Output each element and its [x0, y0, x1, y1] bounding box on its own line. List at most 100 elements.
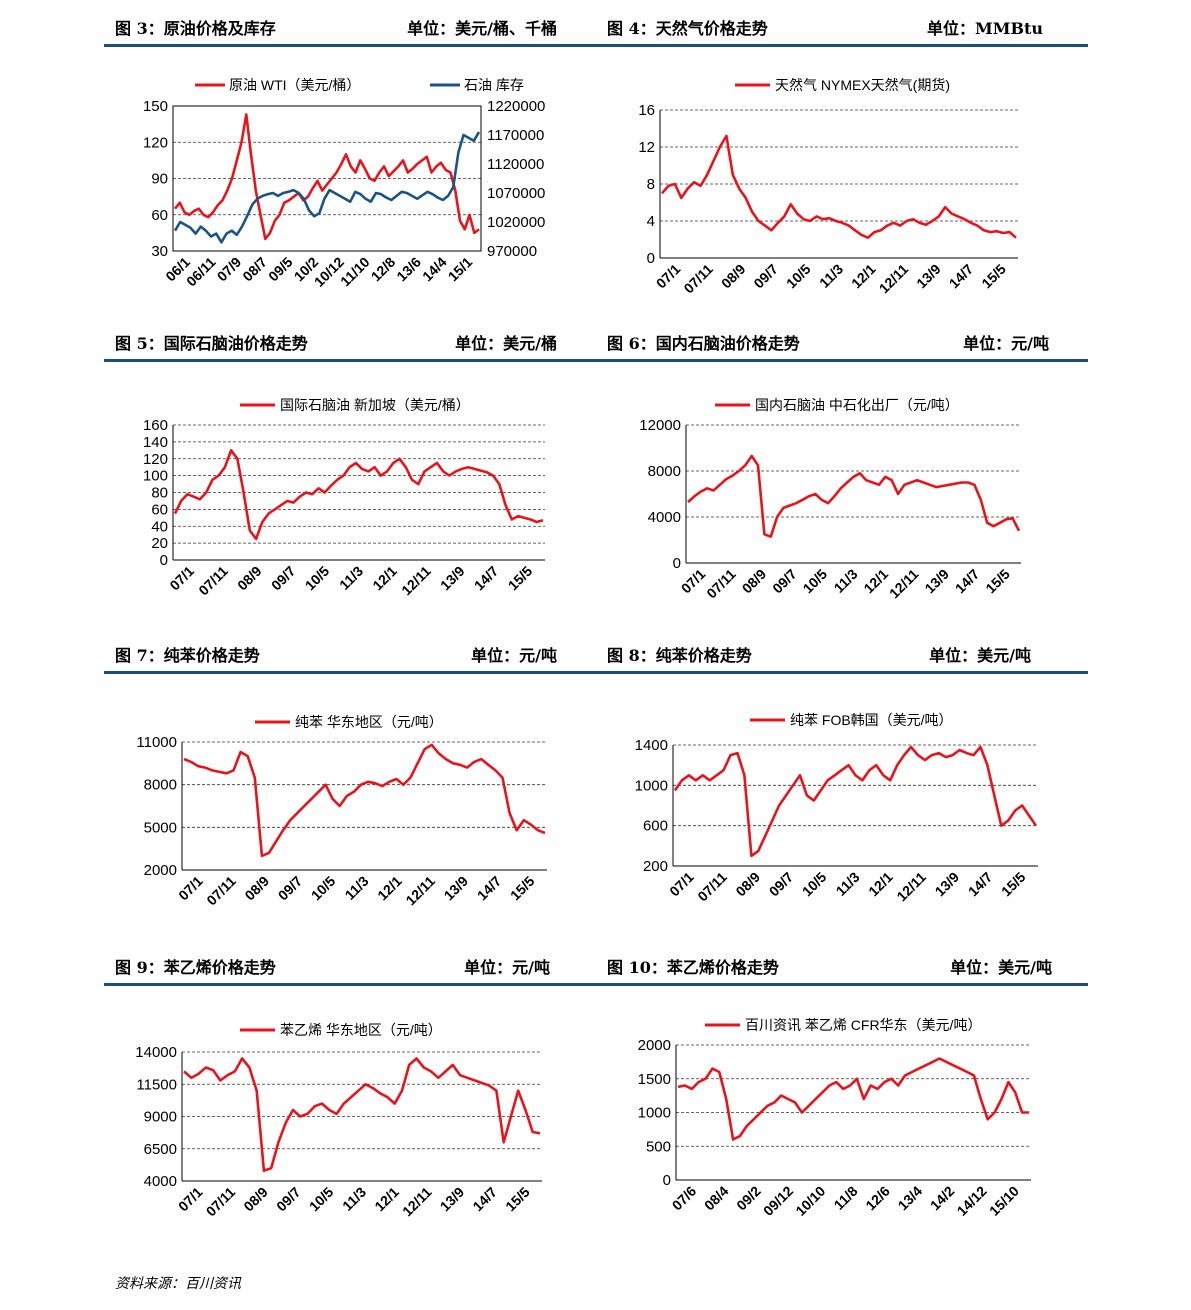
x-tick-label: 15/5	[998, 869, 1029, 900]
x-tick-label: 07/1	[653, 261, 684, 292]
rule-row4	[104, 983, 1088, 986]
x-tick-label: 15/10	[986, 1183, 1022, 1219]
y2-tick-label: 1170000	[487, 127, 544, 144]
x-tick-label: 13/9	[932, 869, 963, 900]
x-tick-label: 07/11	[203, 873, 239, 909]
y-tick-label: 60	[151, 501, 168, 518]
fig6-unit: 单位：元/吨	[963, 334, 1049, 353]
x-tick-label: 12/11	[402, 873, 438, 909]
y-tick-label: 160	[143, 417, 168, 434]
rule-row2	[104, 359, 1088, 362]
x-tick-label: 11/8	[831, 1183, 861, 1213]
x-tick-label: 07/1	[166, 563, 197, 594]
caption-fig3: 图 3：原油价格及库存 单位：美元/桶、千桶	[115, 16, 557, 42]
x-tick-label: 11/3	[833, 869, 863, 899]
x-tick-label: 13/9	[441, 873, 472, 904]
x-tick-label: 12/1	[371, 1184, 402, 1215]
y-tick-label: 16	[638, 102, 655, 119]
legend-label: 百川资讯 苯乙烯 CFR华东（美元/吨）	[745, 1017, 981, 1033]
fig7-unit: 单位：元/吨	[471, 646, 557, 665]
y-tick-label: 500	[646, 1138, 671, 1155]
x-tick-label: 07/11	[694, 869, 730, 905]
x-tick-label: 10/5	[800, 566, 831, 597]
fig4-title: 图 4：天然气价格走势	[607, 19, 768, 38]
x-tick-label: 11/3	[816, 261, 846, 291]
y-tick-label: 600	[643, 818, 668, 835]
x-tick-label: 14/4	[419, 254, 450, 285]
y-tick-label: 30	[151, 243, 168, 260]
y-tick-label: 40	[151, 518, 168, 535]
x-tick-label: 12/1	[848, 261, 879, 292]
x-tick-label: 14/12	[954, 1183, 990, 1219]
y-tick-label: 2000	[638, 1037, 671, 1054]
legend-label: 国内石脑油 中石化出厂（元/吨）	[755, 397, 959, 413]
y-tick-label: 4	[647, 213, 655, 230]
x-tick-label: 11/3	[831, 566, 861, 596]
x-tick-label: 09/7	[769, 566, 800, 597]
source-note: 资料来源：百川资讯	[115, 1276, 241, 1292]
y2-tick-label: 1220000	[487, 98, 545, 115]
x-tick-label: 14/7	[474, 873, 505, 904]
caption-fig4: 图 4：天然气价格走势 单位：MMBtu	[607, 16, 1043, 42]
x-tick-label: 09/2	[733, 1183, 764, 1214]
y-tick-label: 140	[143, 434, 168, 451]
rule-row3	[104, 671, 1088, 674]
series-line	[673, 745, 1038, 858]
series-line	[661, 134, 1017, 239]
series-line	[183, 743, 546, 858]
y-tick-label: 12	[638, 139, 655, 156]
y-tick-label: 1000	[638, 1105, 671, 1122]
fig9-title: 图 9：苯乙烯价格走势	[115, 958, 276, 977]
fig3-title: 图 3：原油价格及库存	[115, 19, 276, 38]
x-tick-label: 07/11	[680, 261, 716, 297]
legend-label: 原油 WTI（美元/桶）	[229, 77, 360, 93]
y-tick-label: 1000	[635, 777, 668, 794]
x-tick-label: 10/12	[311, 254, 347, 290]
fig3-unit: 单位：美元/桶、千桶	[407, 19, 557, 38]
legend-label: 石油 库存	[464, 77, 524, 93]
fig9-unit: 单位：元/吨	[464, 958, 550, 977]
x-tick-label: 15/5	[505, 563, 536, 594]
x-tick-label: 14/7	[952, 566, 983, 597]
legend-label: 苯乙烯 华东地区（元/吨）	[280, 1022, 442, 1038]
x-tick-label: 08/9	[240, 1184, 271, 1215]
x-tick-label: 08/9	[718, 261, 749, 292]
plot-frame	[172, 105, 482, 252]
x-tick-label: 08/7	[239, 254, 270, 285]
caption-fig7: 图 7：纯苯价格走势 单位：元/吨	[115, 643, 557, 669]
x-tick-label: 12/11	[876, 261, 912, 297]
x-tick-label: 12/11	[893, 869, 929, 905]
y-tick-label: 200	[643, 858, 668, 875]
chart-natural-gas: 0 4 8 12 16 07/107/11 08/9 09/7 10/5 11/3 12/112/1…	[638, 77, 1018, 297]
y-tick-label: 90	[151, 171, 168, 188]
x-tick-label: 07/6	[669, 1183, 700, 1214]
x-tick-label: 07/1	[666, 869, 697, 900]
x-tick-label: 11/10	[337, 254, 373, 290]
x-tick-label: 09/7	[766, 869, 797, 900]
x-tick-label: 09/12	[760, 1183, 796, 1219]
series-line	[173, 131, 481, 244]
y-tick-label: 1400	[635, 737, 668, 754]
y-tick-label: 8000	[144, 777, 177, 794]
y-tick-label: 2000	[144, 862, 177, 879]
x-tick-label: 08/4	[701, 1183, 732, 1214]
y-tick-label: 120	[143, 451, 168, 468]
x-tick-label: 13/9	[921, 566, 952, 597]
x-tick-label: 14/7	[965, 869, 996, 900]
y2-tick-label: 1020000	[487, 214, 545, 231]
caption-fig5: 图 5：国际石脑油价格走势 单位：美元/桶	[115, 331, 557, 357]
legend-label: 国际石脑油 新加坡（美元/桶）	[280, 397, 470, 413]
fig5-title: 图 5：国际石脑油价格走势	[115, 334, 308, 353]
x-tick-label: 08/9	[739, 566, 770, 597]
y-tick-label: 11500	[136, 1076, 177, 1093]
y-tick-label: 0	[663, 1172, 671, 1189]
series-line	[173, 449, 544, 541]
fig4-unit: 单位：MMBtu	[927, 19, 1043, 38]
x-tick-label: 09/7	[275, 873, 306, 904]
y-tick-label: 0	[160, 552, 168, 569]
fig8-unit: 单位：美元/吨	[929, 646, 1031, 665]
